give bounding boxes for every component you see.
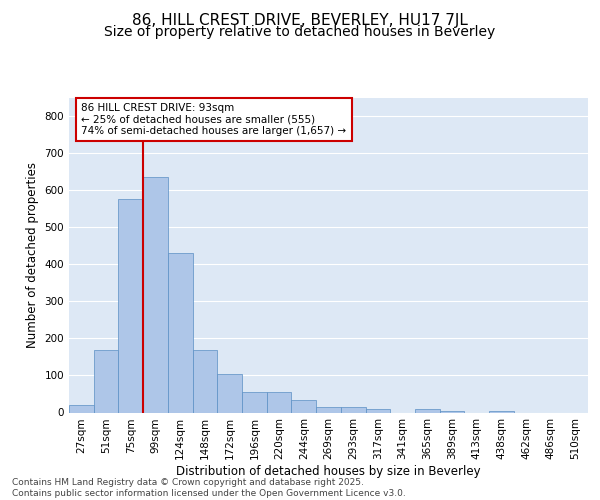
Text: 86 HILL CREST DRIVE: 93sqm
← 25% of detached houses are smaller (555)
74% of sem: 86 HILL CREST DRIVE: 93sqm ← 25% of deta…	[82, 103, 346, 136]
Y-axis label: Number of detached properties: Number of detached properties	[26, 162, 39, 348]
Bar	[242, 392, 267, 412]
Bar	[217, 374, 242, 412]
Bar	[440, 410, 464, 412]
Bar	[267, 392, 292, 412]
Bar	[143, 177, 168, 412]
Bar	[118, 200, 143, 412]
X-axis label: Distribution of detached houses by size in Beverley: Distribution of detached houses by size …	[176, 465, 481, 478]
Text: Size of property relative to detached houses in Beverley: Size of property relative to detached ho…	[104, 25, 496, 39]
Bar	[365, 409, 390, 412]
Text: Contains HM Land Registry data © Crown copyright and database right 2025.
Contai: Contains HM Land Registry data © Crown c…	[12, 478, 406, 498]
Bar	[168, 253, 193, 412]
Bar	[489, 410, 514, 412]
Bar	[94, 350, 118, 412]
Bar	[193, 350, 217, 412]
Bar	[341, 407, 365, 412]
Bar	[292, 400, 316, 412]
Bar	[415, 409, 440, 412]
Text: 86, HILL CREST DRIVE, BEVERLEY, HU17 7JL: 86, HILL CREST DRIVE, BEVERLEY, HU17 7JL	[132, 12, 468, 28]
Bar	[316, 407, 341, 412]
Bar	[69, 405, 94, 412]
